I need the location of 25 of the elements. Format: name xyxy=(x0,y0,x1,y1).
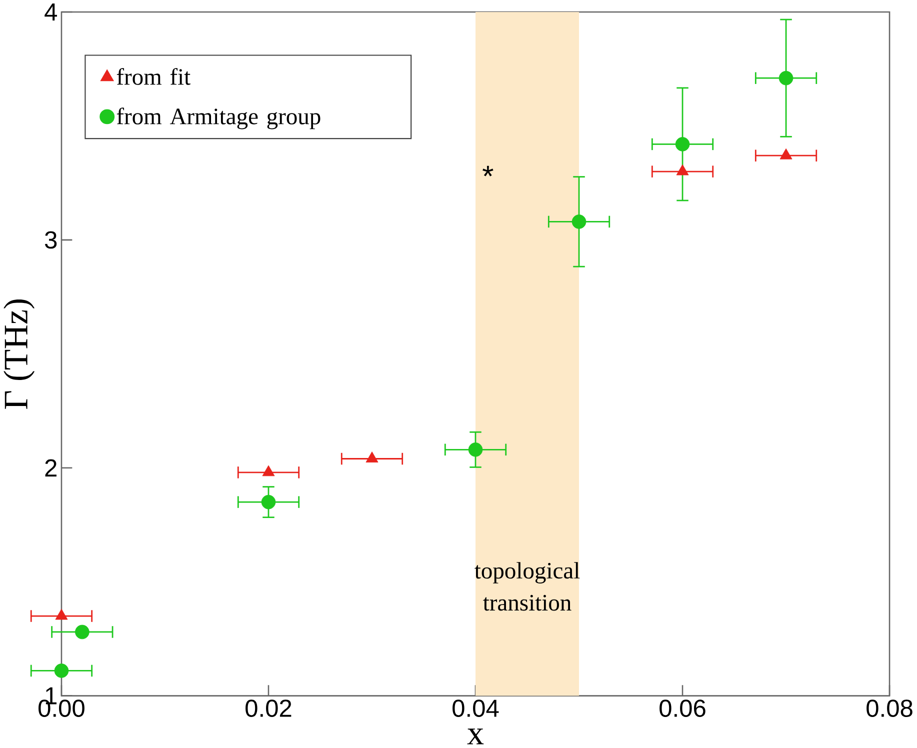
x-tick-label: 0.04 xyxy=(452,700,499,718)
point xyxy=(55,608,68,620)
point xyxy=(261,494,276,510)
band-label: topological transition xyxy=(474,562,580,611)
point xyxy=(676,164,689,176)
y-tick-label: 4 xyxy=(44,4,57,21)
x-axis-title: x xyxy=(467,728,484,744)
point xyxy=(54,664,69,678)
point xyxy=(675,137,690,152)
point xyxy=(572,214,586,229)
x-tick-label: 0.08 xyxy=(866,700,912,718)
legend-label: from Armitage group xyxy=(116,108,320,130)
point xyxy=(468,442,483,457)
x-tick-label: 0.06 xyxy=(660,700,706,718)
annotation: * xyxy=(482,166,494,176)
x-tick-label: 0.02 xyxy=(246,700,292,718)
y-axis-title: Γ (THz) xyxy=(4,300,35,409)
point xyxy=(262,465,275,476)
point xyxy=(366,452,378,463)
point xyxy=(75,624,90,640)
y-tick-label: 3 xyxy=(44,231,57,249)
point xyxy=(780,148,792,160)
legend-label: from fit xyxy=(116,68,190,85)
point xyxy=(778,71,794,86)
y-tick-label: 2 xyxy=(45,459,56,477)
